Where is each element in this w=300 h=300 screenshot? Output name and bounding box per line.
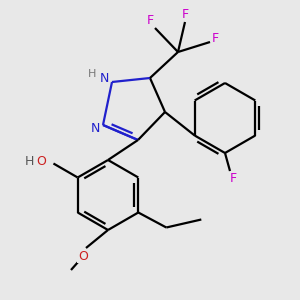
Text: F: F — [212, 32, 219, 44]
Text: N: N — [90, 122, 100, 134]
Text: H: H — [88, 69, 96, 79]
Text: F: F — [182, 8, 189, 20]
Text: F: F — [146, 14, 154, 26]
Text: N: N — [99, 73, 109, 85]
Text: F: F — [230, 172, 237, 185]
Text: O: O — [37, 155, 46, 168]
Text: H: H — [25, 155, 34, 168]
Text: O: O — [78, 250, 88, 262]
